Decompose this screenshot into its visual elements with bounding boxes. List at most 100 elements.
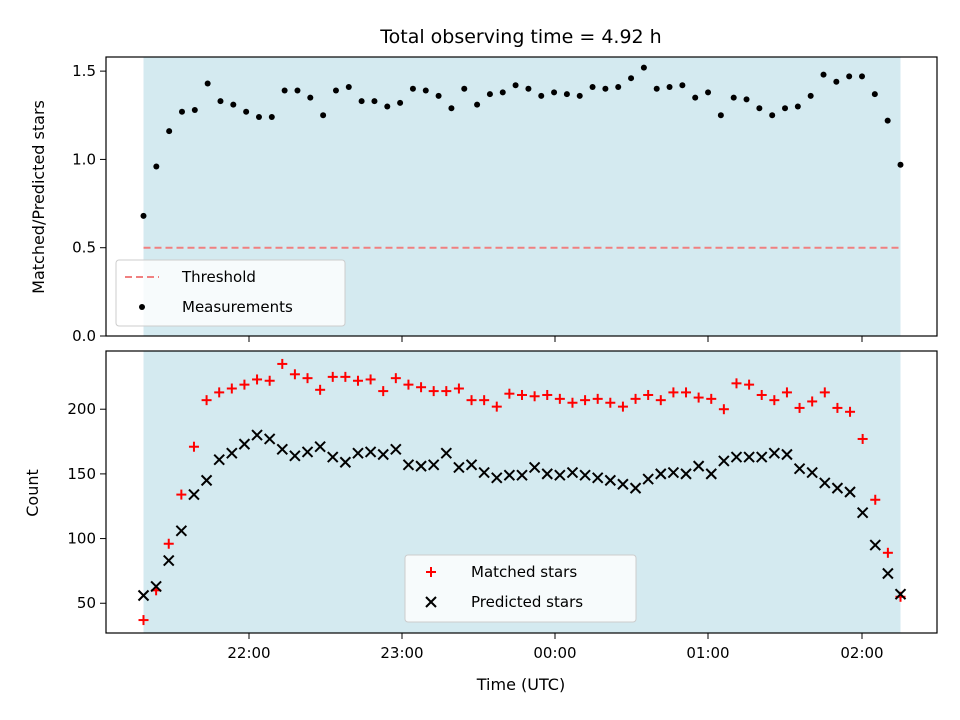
data-point: [307, 94, 314, 101]
data-point: [807, 396, 818, 407]
data-point: [214, 387, 225, 398]
data-point: [591, 472, 604, 484]
data-point: [364, 446, 377, 458]
data-point: [314, 441, 326, 453]
data-point: [478, 466, 490, 479]
data-point: [554, 469, 566, 481]
data-point: [213, 453, 225, 466]
data-point: [857, 433, 868, 444]
y-tick-label: 0.0: [72, 327, 96, 345]
data-point: [251, 429, 263, 441]
data-point: [831, 482, 844, 494]
data-point: [782, 105, 789, 112]
data-point: [529, 391, 540, 402]
data-point: [252, 374, 263, 385]
data-point: [465, 459, 478, 471]
data-point: [807, 92, 814, 99]
chart-title: Total observing time = 4.92 h: [379, 26, 661, 48]
axes-frame: [105, 350, 938, 634]
data-point: [666, 84, 673, 91]
legend-label: Measurements: [182, 298, 293, 316]
data-point: [629, 482, 642, 494]
data-point: [869, 539, 881, 551]
top-panel: 0.0 0.5 1.0 1.5 Threshold Measurements: [72, 56, 938, 345]
data-point: [655, 468, 667, 480]
legend-box: [404, 554, 637, 623]
data-point: [315, 384, 326, 395]
data-point: [579, 469, 591, 481]
data-point: [882, 567, 894, 580]
data-point: [655, 395, 666, 406]
data-point: [538, 92, 545, 99]
data-point: [768, 447, 781, 459]
y-tick-label: 1.0: [72, 150, 96, 168]
data-point: [365, 374, 376, 385]
series-matched-stars: [138, 358, 906, 626]
data-point: [859, 73, 866, 80]
data-point: [238, 438, 251, 450]
data-point: [428, 386, 439, 397]
data-point: [856, 506, 869, 519]
data-point: [140, 212, 147, 219]
x-tick-label: 22:00: [227, 644, 270, 662]
data-point: [358, 98, 365, 105]
data-point: [566, 466, 579, 479]
data-point: [453, 461, 465, 474]
data-point: [239, 379, 250, 390]
x-tick-label: 01:00: [686, 644, 729, 662]
data-point: [541, 468, 553, 480]
top-y-axis-label: Matched/Predicted stars: [29, 100, 48, 294]
data-point: [409, 85, 416, 92]
data-point: [137, 589, 150, 602]
data-point: [340, 371, 351, 382]
data-point: [163, 554, 175, 567]
data-point: [844, 486, 856, 498]
data-point: [604, 474, 617, 487]
data-point: [884, 117, 891, 124]
data-point: [744, 379, 755, 390]
data-point: [397, 99, 404, 106]
data-point: [679, 82, 686, 89]
series-predicted-stars: [137, 429, 907, 602]
data-point: [339, 456, 352, 468]
data-point: [188, 488, 200, 501]
data-point: [605, 397, 616, 408]
data-point: [422, 87, 429, 94]
data-point: [320, 112, 327, 119]
data-point: [806, 466, 818, 479]
data-point: [461, 85, 468, 92]
data-point: [756, 451, 768, 463]
data-point: [276, 443, 288, 456]
data-point: [138, 615, 149, 626]
data-point: [628, 75, 635, 82]
legend-marker: [426, 567, 436, 577]
data-point: [528, 461, 541, 474]
data-point: [188, 441, 199, 452]
data-point: [448, 105, 455, 112]
data-point: [563, 91, 570, 98]
legend-label: Matched stars: [471, 563, 577, 581]
data-point: [491, 401, 502, 412]
data-point: [204, 80, 211, 87]
data-point: [882, 547, 893, 558]
data-point: [718, 404, 729, 415]
data-point: [819, 477, 831, 489]
data-point: [743, 96, 750, 103]
x-axis-label: Time (UTC): [476, 675, 565, 694]
data-point: [819, 387, 830, 398]
data-point: [833, 78, 840, 85]
data-point: [289, 450, 301, 462]
y-tick-label: 100: [67, 530, 96, 548]
data-point: [281, 87, 288, 94]
legend-marker: [425, 596, 437, 608]
data-point: [592, 393, 603, 404]
data-point: [794, 402, 805, 413]
data-point: [153, 163, 160, 170]
data-point: [525, 85, 532, 92]
data-point: [542, 389, 553, 400]
data-point: [617, 478, 629, 490]
x-tick-label: 23:00: [380, 644, 423, 662]
data-point: [820, 71, 827, 78]
data-point: [243, 108, 250, 115]
data-point: [499, 89, 506, 96]
